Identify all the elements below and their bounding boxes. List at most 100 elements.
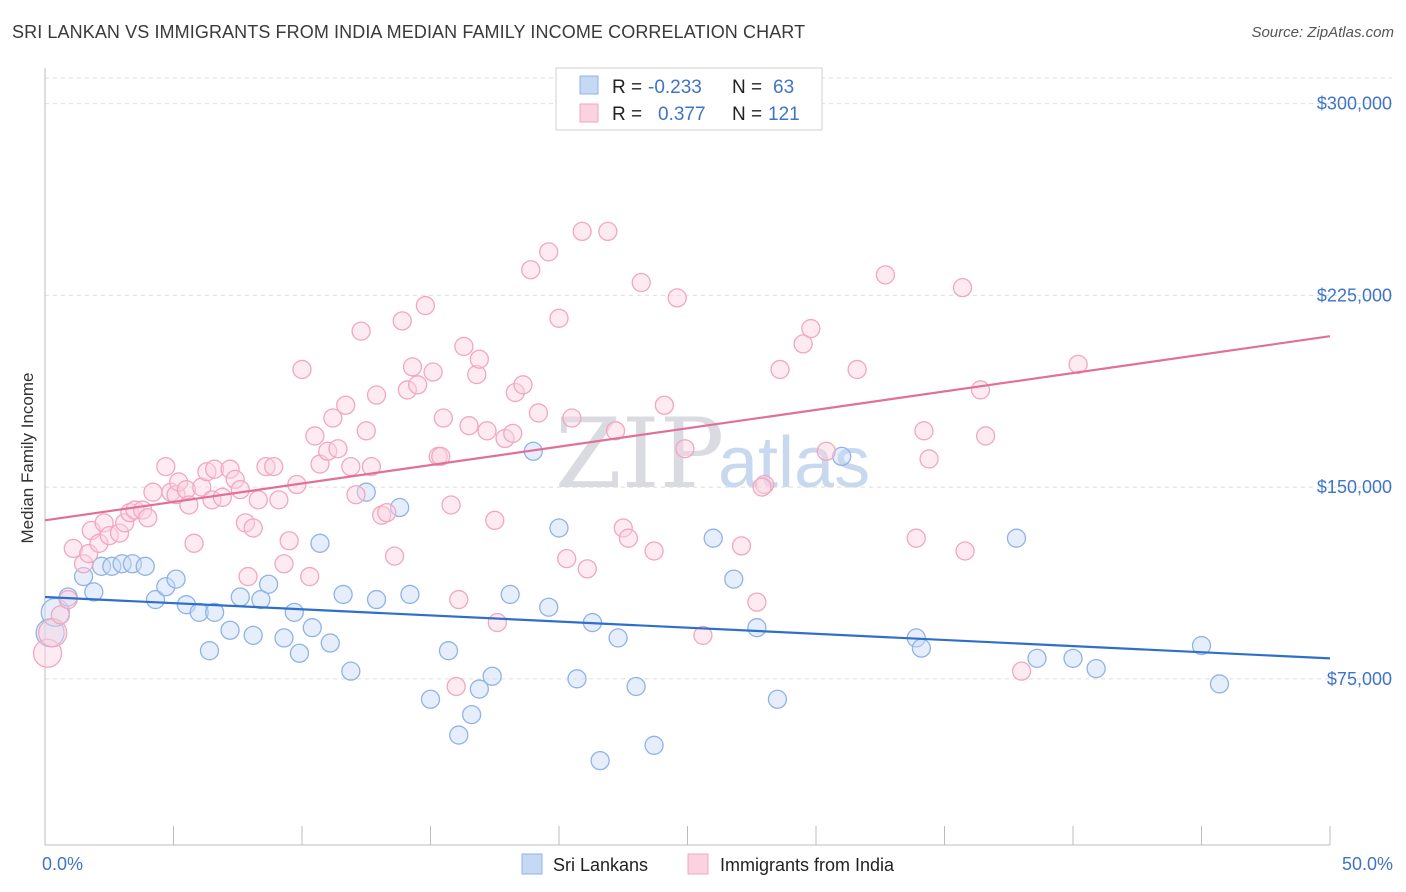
- bottom-legend-swatch-pink: [687, 853, 709, 875]
- chart-title: SRI LANKAN VS IMMIGRANTS FROM INDIA MEDI…: [12, 22, 806, 42]
- point-india: [433, 408, 454, 428]
- watermark-atlas: atlas: [718, 423, 870, 503]
- y-tick-label: $150,000: [1317, 477, 1392, 497]
- point-india: [557, 549, 577, 569]
- point-india: [528, 403, 549, 423]
- point-india: [300, 566, 320, 587]
- point-india: [605, 421, 626, 441]
- watermark-zip: ZIP: [555, 398, 724, 510]
- point-india: [323, 408, 343, 428]
- point-india: [1011, 661, 1032, 681]
- point-india: [454, 336, 474, 357]
- point-sri-lankan: [469, 679, 489, 699]
- point-india: [549, 308, 569, 328]
- point-india: [351, 321, 371, 341]
- trend-lines: [44, 335, 1331, 660]
- legend-r-label-blue: R =: [612, 77, 642, 98]
- point-india: [392, 311, 412, 331]
- point-india: [341, 456, 361, 477]
- point-india: [919, 449, 939, 469]
- point-india: [955, 541, 975, 561]
- trend-line-india: [44, 335, 1331, 522]
- point-india: [618, 528, 639, 548]
- point-india: [577, 559, 597, 579]
- point-india: [115, 513, 135, 533]
- point-india: [143, 482, 163, 502]
- y-tick-label: $225,000: [1317, 285, 1392, 305]
- legend-n-label-blue: N =: [732, 77, 762, 98]
- trend-line-sri-lankans: [44, 595, 1331, 660]
- point-india: [73, 554, 94, 574]
- point-sri-lankan: [549, 518, 569, 538]
- source-label: Source: ZipAtlas.com: [1251, 24, 1394, 41]
- point-sri-lankan: [1027, 648, 1047, 669]
- point-sri-lankan: [366, 589, 387, 610]
- point-india: [441, 495, 461, 515]
- point-sri-lankan: [258, 574, 279, 594]
- series-immigrants-from-india: [32, 221, 1088, 697]
- y-tick-labels: $75,000 $150,000 $225,000 $300,000: [1317, 94, 1392, 689]
- point-india: [156, 456, 176, 477]
- point-india: [50, 605, 71, 625]
- point-india: [176, 479, 197, 500]
- point-india: [914, 421, 934, 441]
- point-sri-lankan: [420, 689, 441, 709]
- point-india: [138, 508, 158, 528]
- point-india: [446, 676, 466, 697]
- point-india: [58, 589, 78, 610]
- point-india: [415, 295, 436, 316]
- point-india: [485, 510, 505, 530]
- point-india: [572, 221, 592, 242]
- point-india: [505, 382, 525, 403]
- point-india: [292, 359, 312, 380]
- point-india: [384, 546, 405, 566]
- point-sri-lankan: [767, 689, 788, 709]
- y-tick-label: $300,000: [1317, 94, 1392, 114]
- point-sri-lankan: [500, 584, 520, 605]
- point-india: [970, 380, 991, 400]
- gridlines: [45, 77, 1392, 680]
- point-sri-lankan: [230, 587, 250, 607]
- point-india: [770, 359, 790, 380]
- point-sri-lankan: [166, 569, 186, 589]
- axes: [44, 68, 1331, 846]
- point-india: [361, 456, 382, 477]
- legend-n-value-blue: 63: [773, 77, 794, 98]
- legend-n-value-pink: 121: [768, 104, 800, 125]
- point-sri-lankan: [274, 628, 294, 648]
- point-india: [212, 487, 232, 507]
- legend-r-value-blue: -0.233: [648, 77, 702, 98]
- point-india: [513, 375, 533, 395]
- point-india: [346, 485, 366, 505]
- point-sri-lankan: [320, 633, 340, 653]
- point-sri-lankan: [911, 638, 932, 658]
- point-sri-lankan: [438, 641, 459, 661]
- point-india: [197, 462, 217, 482]
- point-sri-lankan: [567, 669, 587, 689]
- y-axis-label: Median Family Income: [18, 372, 37, 543]
- point-sri-lankan: [156, 577, 176, 597]
- point-india: [192, 477, 212, 497]
- point-sri-lankan: [626, 676, 646, 697]
- y-tick-label: $75,000: [1327, 669, 1392, 689]
- legend-swatch-blue: [579, 75, 599, 95]
- series-sri-lankans: [35, 441, 1230, 771]
- point-india: [667, 288, 687, 308]
- point-india: [79, 543, 99, 564]
- point-sri-lankan: [243, 625, 263, 646]
- point-sri-lankan: [1209, 674, 1230, 694]
- point-india: [847, 359, 867, 380]
- point-india: [521, 260, 541, 280]
- point-sri-lankan: [135, 556, 155, 576]
- point-india: [264, 456, 284, 477]
- point-india: [793, 334, 813, 354]
- point-india: [562, 408, 582, 428]
- series-legend: Sri Lankans Immigrants from India: [521, 853, 895, 875]
- point-india: [875, 265, 896, 285]
- point-india: [477, 421, 497, 441]
- point-india: [366, 385, 387, 405]
- point-india: [449, 589, 469, 610]
- point-india: [377, 502, 397, 523]
- point-india: [467, 364, 487, 385]
- point-sri-lankan: [703, 528, 723, 548]
